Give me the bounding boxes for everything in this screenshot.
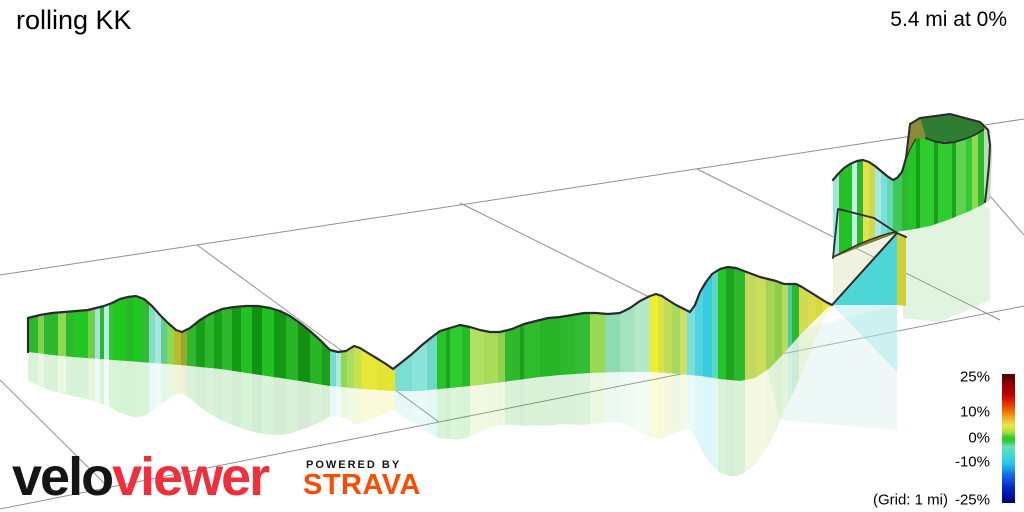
gradient-colorbar bbox=[1002, 374, 1015, 503]
legend-tick-25: 25% bbox=[959, 368, 990, 386]
legend-tick-neg25-row: (Grid: 1 mi) -25% bbox=[873, 492, 990, 509]
powered-by-label: POWERED BY bbox=[306, 459, 402, 471]
veloviewer-logo-velo: velo bbox=[12, 447, 114, 507]
route-summary: 5.4 mi at 0% bbox=[890, 8, 1007, 31]
legend-tick-neg25: -25% bbox=[954, 491, 990, 509]
legend-tick-neg10: -10% bbox=[954, 453, 990, 471]
legend-tick-10: 10% bbox=[959, 403, 990, 421]
veloviewer-logo[interactable]: veloviewer bbox=[12, 447, 270, 507]
route-title: rolling KK bbox=[16, 5, 132, 35]
veloviewer-logo-viewer: viewer bbox=[112, 447, 270, 507]
strava-logo[interactable]: STRAVA bbox=[303, 469, 421, 501]
legend-tick-0: 0% bbox=[968, 429, 990, 447]
grid-spacing-note: (Grid: 1 mi) bbox=[872, 491, 948, 509]
